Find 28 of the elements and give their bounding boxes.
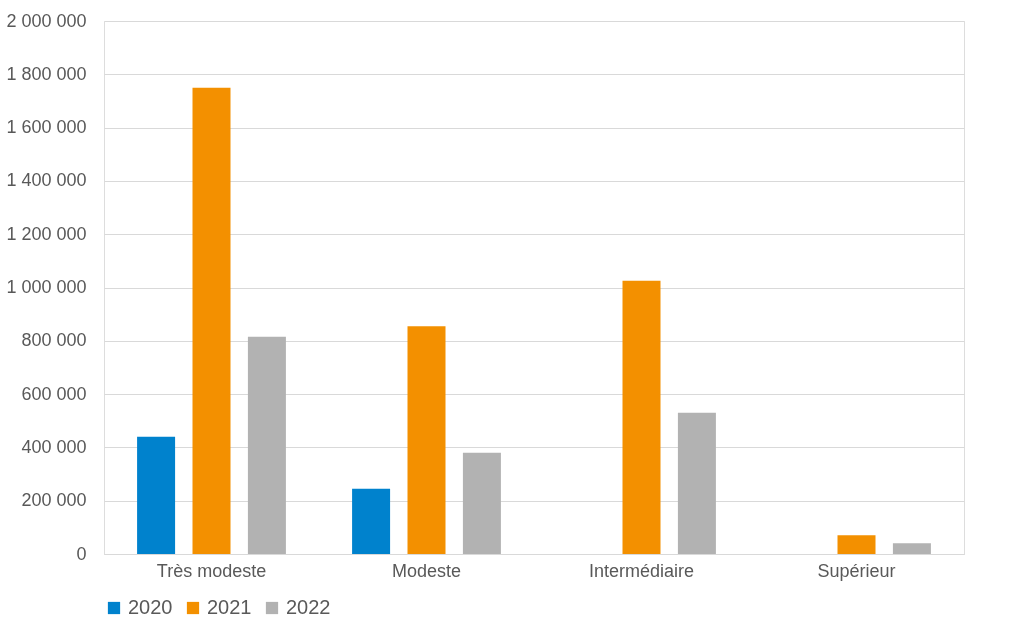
bar bbox=[352, 488, 391, 554]
y-tick-label: 800 000 bbox=[21, 330, 87, 351]
bar bbox=[247, 336, 286, 554]
bar bbox=[407, 326, 446, 554]
y-tick-label: 1 000 000 bbox=[6, 277, 87, 297]
x-tick-label: Très modeste bbox=[156, 560, 267, 581]
y-tick-label: 1 600 000 bbox=[6, 117, 87, 138]
y-tick-label: 1 200 000 bbox=[6, 223, 87, 244]
y-tick-label: 1 800 000 bbox=[6, 63, 87, 84]
legend-label: 2021 bbox=[207, 596, 252, 618]
x-tick-label: Modeste bbox=[391, 560, 462, 581]
y-tick-label: 200 000 bbox=[21, 490, 87, 511]
y-tick-label: 400 000 bbox=[21, 436, 87, 457]
legend-label: 2020 bbox=[128, 596, 173, 618]
bar bbox=[622, 280, 661, 554]
y-tick-label: 600 000 bbox=[21, 383, 87, 404]
y-tick-label: 1 400 000 bbox=[6, 170, 87, 191]
bar bbox=[892, 543, 931, 554]
bar bbox=[677, 412, 716, 554]
x-tick-label: Intermédiaire bbox=[588, 560, 695, 581]
y-tick-label: 2 000 000 bbox=[6, 10, 87, 31]
x-tick-label: Supérieur bbox=[817, 560, 896, 581]
bar bbox=[137, 436, 176, 554]
y-tick-label: 0 bbox=[76, 543, 87, 564]
bar bbox=[837, 535, 876, 554]
bar bbox=[192, 87, 231, 554]
legend-label: 2022 bbox=[286, 596, 331, 618]
bar bbox=[462, 452, 501, 554]
